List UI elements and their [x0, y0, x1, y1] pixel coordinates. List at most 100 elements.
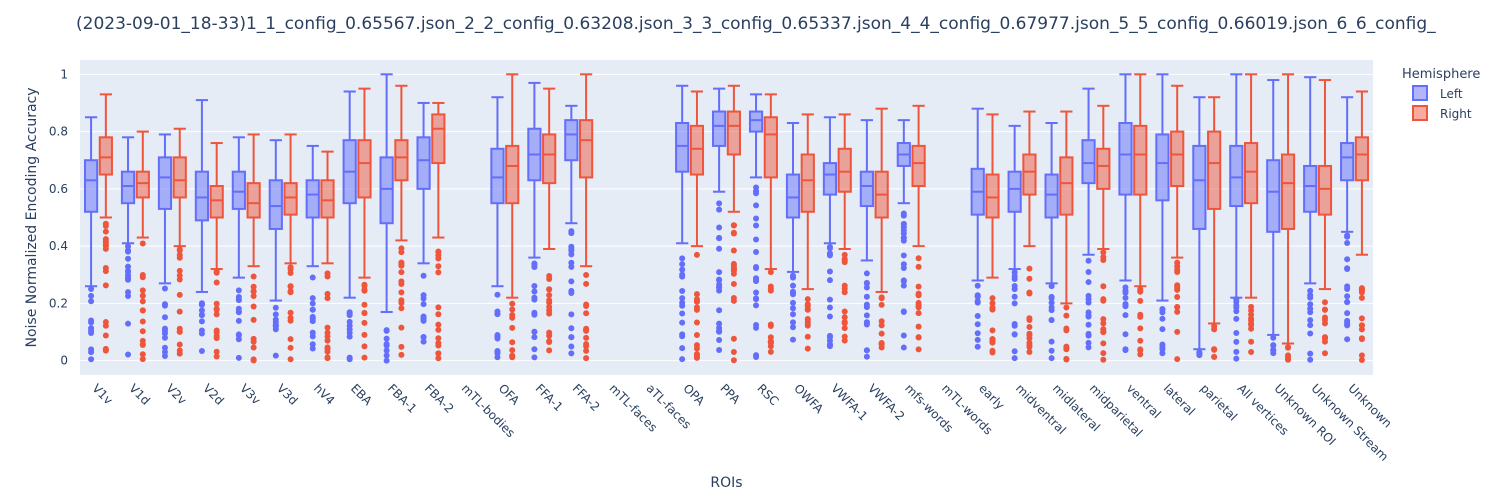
- box-left-Unknown: [1340, 96, 1355, 343]
- y-tick-label: 0.8: [49, 125, 68, 139]
- outlier-point: [1063, 356, 1070, 363]
- outlier-point: [1011, 286, 1018, 293]
- outlier-point: [1137, 337, 1144, 344]
- outlier-point: [509, 300, 516, 307]
- outlier-point: [679, 295, 686, 302]
- outlier-point: [753, 265, 760, 272]
- outlier-point: [125, 255, 132, 262]
- outlier-point: [841, 257, 848, 264]
- box-body: [726, 110, 741, 156]
- outlier-point: [1026, 335, 1033, 342]
- outlier-point: [213, 306, 220, 313]
- outlier-point: [324, 295, 331, 302]
- outlier-point: [716, 200, 723, 207]
- outlier-point: [753, 352, 760, 359]
- outlier-point: [863, 293, 870, 300]
- box-left-OFA: [490, 96, 505, 361]
- outlier-point: [1122, 312, 1129, 319]
- outlier-point: [1100, 350, 1107, 357]
- x-tick-label: V1d: [126, 381, 152, 407]
- box-left-OWFA: [785, 122, 801, 343]
- x-tick-label: FFA-2: [570, 381, 603, 414]
- outlier-point: [125, 248, 132, 255]
- outlier-point: [863, 284, 870, 291]
- x-tick-label: FFA-1: [533, 381, 566, 414]
- box-body: [416, 136, 431, 190]
- outlier-point: [435, 339, 442, 346]
- outlier-point: [161, 285, 168, 292]
- box-left-V2v: [157, 133, 173, 359]
- outlier-point: [693, 296, 700, 303]
- outlier-point: [804, 315, 811, 322]
- box-body: [1096, 147, 1111, 190]
- outlier-point: [1048, 283, 1055, 290]
- box-left-V3d: [268, 139, 283, 359]
- y-tick-label: 0.6: [49, 182, 68, 196]
- outlier-point: [531, 260, 538, 267]
- outlier-point: [546, 292, 553, 299]
- outlier-point: [272, 352, 279, 359]
- outlier-point: [1248, 320, 1255, 327]
- outlier-point: [693, 251, 700, 258]
- outlier-point: [509, 352, 516, 359]
- y-tick-label: 0: [60, 354, 68, 368]
- outlier-point: [509, 312, 516, 319]
- outlier-point: [1248, 325, 1255, 332]
- outlier-point: [974, 312, 981, 319]
- box-right-mfs-words: [911, 104, 926, 353]
- box-body: [1118, 122, 1133, 196]
- outlier-point: [1344, 239, 1351, 246]
- box-right-V2v: [172, 127, 187, 357]
- outlier-point: [1026, 339, 1033, 346]
- outlier-point: [1233, 355, 1240, 362]
- outlier-point: [841, 325, 848, 332]
- outlier-point: [826, 277, 833, 284]
- outlier-point: [546, 299, 553, 306]
- outlier-point: [324, 354, 331, 361]
- outlier-point: [309, 306, 316, 313]
- box-body: [1022, 153, 1037, 196]
- outlier-point: [125, 289, 132, 296]
- outlier-point: [1048, 293, 1055, 300]
- outlier-point: [974, 282, 981, 289]
- outlier-point: [198, 318, 205, 325]
- outlier-point: [1100, 356, 1107, 363]
- outlier-point: [176, 328, 183, 335]
- box-body: [357, 139, 372, 199]
- outlier-point: [88, 317, 95, 324]
- outlier-point: [1344, 265, 1351, 272]
- outlier-point: [730, 280, 737, 287]
- outlier-point: [213, 335, 220, 342]
- outlier-point: [346, 356, 353, 363]
- box-body: [1155, 133, 1170, 202]
- outlier-point: [1011, 321, 1018, 328]
- box-right-RSC: [763, 93, 778, 355]
- outlier-point: [826, 244, 833, 251]
- outlier-point: [287, 317, 294, 324]
- outlier-point: [878, 330, 885, 337]
- outlier-point: [789, 311, 796, 318]
- outlier-point: [250, 288, 257, 295]
- outlier-point: [1321, 316, 1328, 323]
- outlier-point: [546, 338, 553, 345]
- box-left-early: [970, 107, 985, 350]
- outlier-point: [272, 311, 279, 318]
- outlier-point: [753, 324, 760, 331]
- box-left-lateral: [1155, 73, 1170, 357]
- outlier-point: [716, 235, 723, 242]
- outlier-point: [235, 331, 242, 338]
- box-right-early: [985, 113, 1000, 356]
- box-left-VWFA-2: [859, 119, 874, 360]
- outlier-point: [693, 351, 700, 358]
- outlier-point: [1137, 325, 1144, 332]
- box-right-ventral: [1133, 73, 1148, 358]
- outlier-point: [1085, 299, 1092, 306]
- outlier-point: [767, 348, 774, 355]
- outlier-point: [989, 295, 996, 302]
- box-body: [1229, 144, 1244, 208]
- outlier-point: [420, 333, 427, 340]
- box-body: [1266, 159, 1281, 233]
- legend-label: Right: [1440, 107, 1472, 121]
- outlier-point: [287, 264, 294, 271]
- outlier-point: [1026, 323, 1033, 330]
